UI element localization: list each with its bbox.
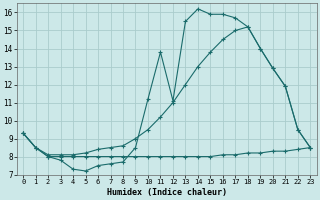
X-axis label: Humidex (Indice chaleur): Humidex (Indice chaleur) [107, 188, 227, 197]
